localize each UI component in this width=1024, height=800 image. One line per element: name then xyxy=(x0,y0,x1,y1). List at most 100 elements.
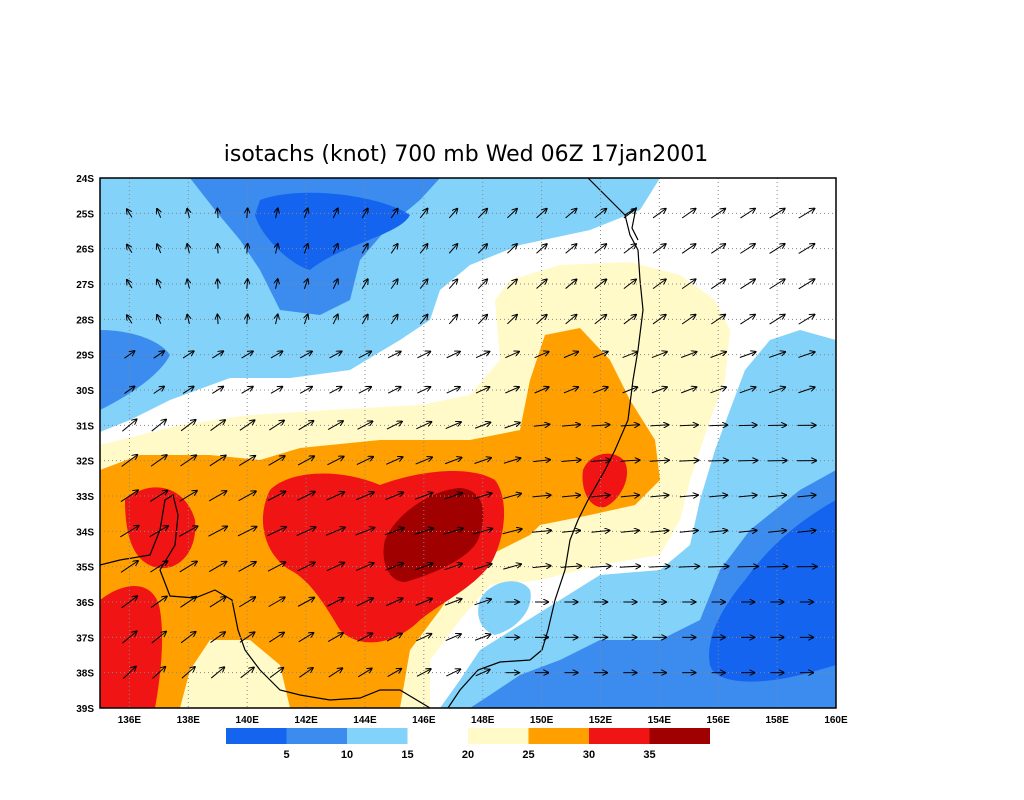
wind-vector xyxy=(150,491,167,502)
wind-vector xyxy=(533,460,550,462)
colorbar-label: 20 xyxy=(462,749,474,761)
y-tick-labels: 24S 25S 26S 27S 28S 29S 30S 31S 32S 33S 34S 35S 36S 3… xyxy=(76,174,94,715)
isotach-band-30-35-east xyxy=(582,453,628,508)
wind-vector xyxy=(149,526,168,538)
wind-vector xyxy=(475,670,490,677)
wind-vector xyxy=(361,244,367,254)
wind-vector xyxy=(678,566,699,567)
y-tick-label: 34S xyxy=(76,527,94,538)
wind-vector xyxy=(622,387,638,394)
x-tick-label: 150E xyxy=(530,715,554,726)
wind-vector xyxy=(386,634,402,642)
wind-vector xyxy=(247,279,248,289)
wind-vector xyxy=(531,530,551,532)
wind-vector xyxy=(738,425,757,426)
wind-vector xyxy=(711,209,725,219)
y-tick-label: 28S xyxy=(76,315,94,326)
wind-vector xyxy=(157,244,161,254)
wind-vector xyxy=(565,279,577,289)
wind-vector xyxy=(620,425,639,426)
wind-vector xyxy=(445,634,461,642)
wind-vector xyxy=(623,315,636,325)
wind-vector xyxy=(594,209,606,219)
wind-vector xyxy=(473,529,492,535)
wind-vector xyxy=(594,279,606,289)
wind-vector xyxy=(299,668,312,678)
wind-vector xyxy=(473,564,492,570)
grid xyxy=(100,178,836,708)
wind-vector xyxy=(620,530,639,532)
wind-vector xyxy=(565,209,577,219)
wind-vector xyxy=(477,209,487,219)
wind-vector xyxy=(326,563,344,572)
wind-vector xyxy=(304,244,307,254)
wind-vector xyxy=(415,599,432,606)
wind-vector xyxy=(208,562,226,573)
wind-vector xyxy=(711,315,725,325)
wind-vector xyxy=(448,209,457,219)
wind-vector xyxy=(444,564,462,571)
wind-vector xyxy=(187,315,189,325)
colorbar-swatch xyxy=(528,728,589,744)
isotach-band-35-plus xyxy=(383,488,484,582)
wind-vector xyxy=(536,244,547,254)
coastline-east xyxy=(447,178,644,708)
wind-vector xyxy=(533,424,550,426)
wind-vector xyxy=(390,315,397,325)
wind-vector xyxy=(769,279,785,290)
colorbar: 5 10 15 20 25 30 35 xyxy=(226,728,710,761)
wind-vector xyxy=(386,598,402,607)
wind-vector xyxy=(304,315,307,325)
wind-vector xyxy=(417,352,430,359)
wind-vector xyxy=(652,279,666,290)
wind-vector xyxy=(679,460,698,461)
wind-vector xyxy=(208,491,226,502)
wind-vector xyxy=(414,563,433,571)
wind-vector xyxy=(356,492,374,501)
wind-vector xyxy=(386,457,402,465)
wind-vector xyxy=(591,530,609,532)
colorbar-swatch xyxy=(347,728,408,744)
wind-vector xyxy=(565,315,577,325)
wind-vector xyxy=(505,387,519,394)
wind-vector xyxy=(124,386,134,394)
wind-vector xyxy=(652,315,666,325)
wind-vector xyxy=(532,566,551,568)
wind-vector xyxy=(390,209,397,219)
wind-vector xyxy=(477,279,487,289)
wind-vector xyxy=(332,209,337,219)
wind-vector xyxy=(269,668,283,678)
wind-vector xyxy=(217,315,218,325)
wind-vector xyxy=(276,315,278,325)
wind-vector xyxy=(238,456,255,466)
wind-vector xyxy=(180,632,195,644)
wind-vector xyxy=(187,279,189,289)
wind-vector xyxy=(239,420,255,431)
wind-vector xyxy=(387,387,401,394)
wind-vector xyxy=(328,668,342,678)
wind-vector xyxy=(798,244,815,254)
wind-vector xyxy=(711,244,725,254)
wind-vector xyxy=(507,244,516,254)
wind-vector xyxy=(623,244,636,254)
wind-vector xyxy=(157,280,161,289)
wind-vector xyxy=(622,352,638,359)
wind-vector xyxy=(798,315,815,325)
wind-vector xyxy=(679,530,698,532)
colorbar-label: 15 xyxy=(401,749,413,761)
colorbar-label: 10 xyxy=(341,749,353,761)
wind-vector xyxy=(237,527,257,537)
wind-vector xyxy=(120,526,138,538)
y-tick-label: 32S xyxy=(76,457,94,468)
isotach-band-0-5-north xyxy=(255,192,410,270)
wind-vector xyxy=(594,315,606,325)
wind-vector xyxy=(475,387,489,394)
wind-vector xyxy=(448,315,457,325)
wind-vector xyxy=(122,631,136,644)
colorbar-swatch xyxy=(589,728,650,744)
isotach-band-20-25-pocket xyxy=(190,643,290,708)
wind-vector xyxy=(448,244,457,254)
wind-vector xyxy=(419,244,427,254)
wind-vector xyxy=(768,530,786,532)
wind-vector xyxy=(298,633,314,643)
